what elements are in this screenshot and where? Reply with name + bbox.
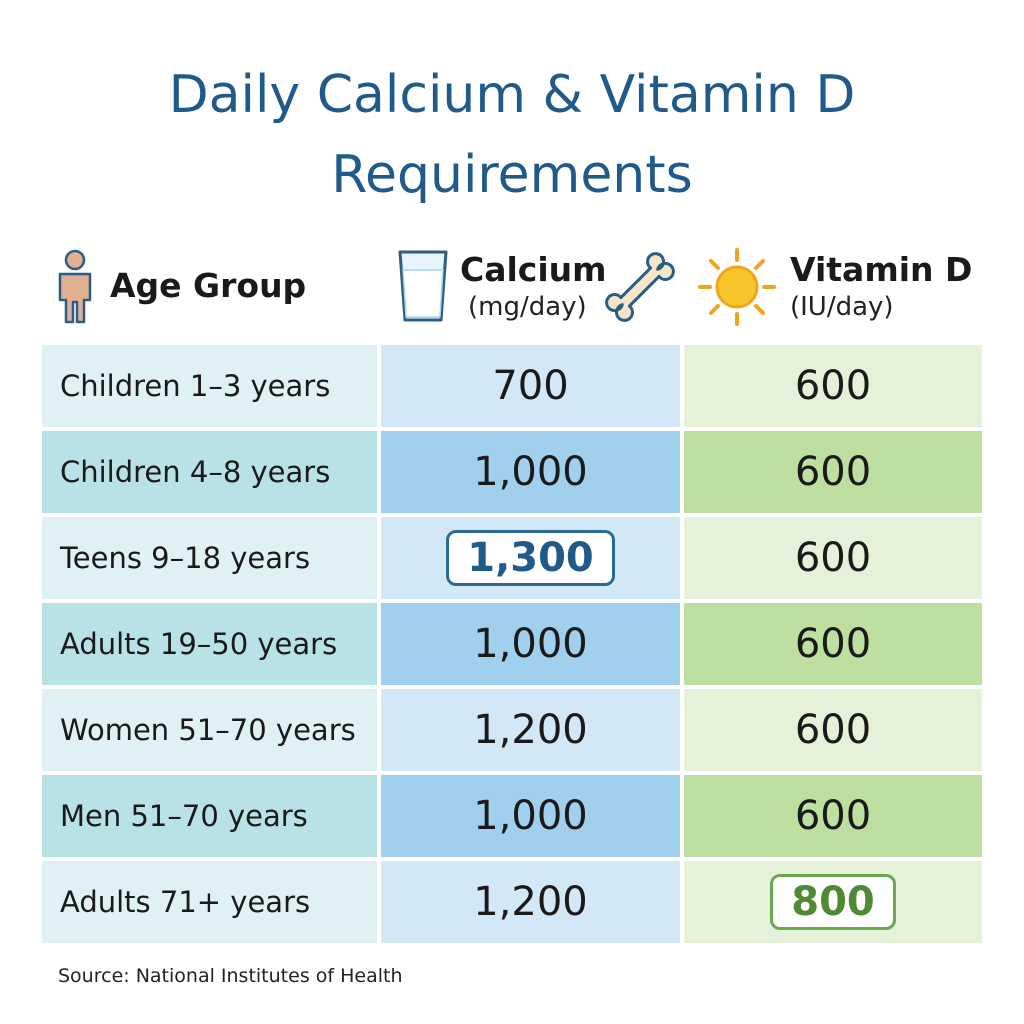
table-cell: 1,000 — [381, 603, 680, 685]
highlighted-value: 800 — [770, 874, 896, 930]
table-cell: 1,200 — [381, 689, 680, 771]
table-cell: 700 — [381, 345, 680, 427]
header-label: Age Group — [110, 266, 307, 305]
table-cell: 1,300 — [381, 517, 680, 599]
glass-icon — [398, 250, 448, 322]
header-unit: (IU/day) — [790, 292, 894, 322]
table-cell: 600 — [684, 431, 982, 513]
highlighted-value: 1,300 — [446, 530, 615, 586]
sun-icon — [698, 248, 776, 326]
table-cell: Children 1–3 years — [42, 345, 377, 427]
bone-icon — [605, 252, 675, 322]
title: Daily Calcium & Vitamin D Requirements — [168, 65, 856, 205]
table-cell: Teens 9–18 years — [42, 517, 377, 599]
table-cell: 1,000 — [381, 431, 680, 513]
header-label: Vitamin D — [790, 250, 973, 289]
table-cell: 1,000 — [381, 775, 680, 857]
table-cell: 600 — [684, 689, 982, 771]
table-cell: Adults 19–50 years — [42, 603, 377, 685]
table-cell: 600 — [684, 517, 982, 599]
table-cell: 600 — [684, 775, 982, 857]
table-cell: 600 — [684, 345, 982, 427]
table-cell: 800 — [684, 861, 982, 943]
table-cell: Adults 71+ years — [42, 861, 377, 943]
person-icon — [58, 249, 92, 324]
source: Source: National Institutes of Health — [58, 965, 403, 987]
table-cell: 1,200 — [381, 861, 680, 943]
table-cell: Men 51–70 years — [42, 775, 377, 857]
header-unit: (mg/day) — [468, 292, 587, 322]
table-cell: Women 51–70 years — [42, 689, 377, 771]
table-cell: 600 — [684, 603, 982, 685]
table-cell: Children 4–8 years — [42, 431, 377, 513]
header-label: Calcium — [460, 250, 607, 289]
